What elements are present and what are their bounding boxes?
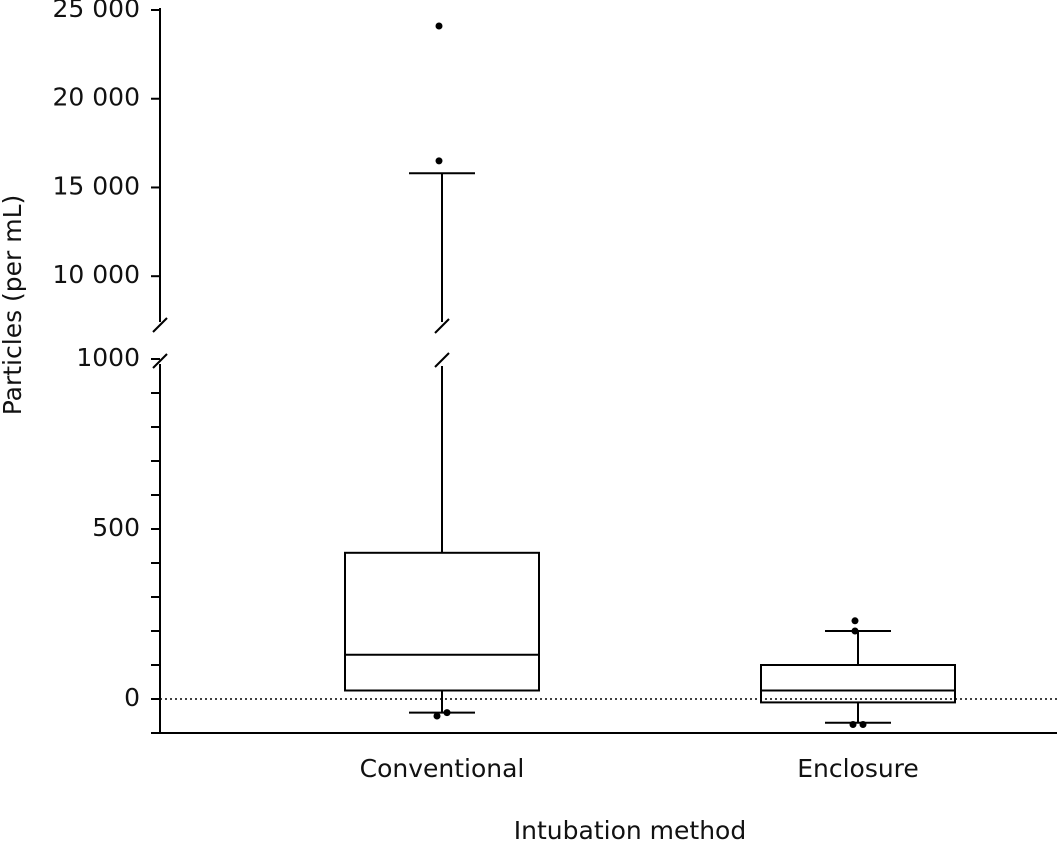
outlier [851,627,859,635]
outlier [435,157,443,165]
outlier [433,712,441,720]
axis-break [152,353,168,369]
y-axis-title: Particles (per mL) [0,195,27,416]
y-tick-label: 15 000 [53,171,140,200]
axis-break [152,317,168,333]
x-tick-label: Enclosure [797,754,919,783]
outlier [849,721,857,728]
whisker-break [434,352,450,368]
x-tick-label: Conventional [360,754,525,783]
outlier [859,721,867,728]
whisker-break [434,318,450,334]
y-tick-label: 500 [92,513,140,542]
outlier [435,22,443,30]
y-tick-label: 0 [124,683,140,712]
y-tick-label: 20 000 [53,83,140,112]
x-axis-title: Intubation method [514,816,746,843]
y-tick-label: 25 000 [53,0,140,23]
box [760,664,956,704]
box [344,551,540,692]
outlier [851,617,859,625]
y-tick-label: 10 000 [53,260,140,289]
y-tick-label: 1000 [76,343,140,372]
outlier [443,709,451,717]
axes [152,8,1057,734]
